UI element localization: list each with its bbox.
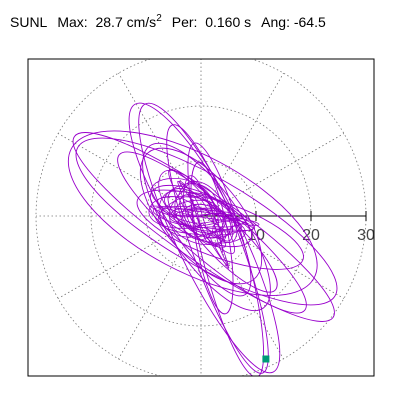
endpoint-marker xyxy=(262,355,270,363)
orbit-loop-6 xyxy=(166,124,269,374)
grid-spoke-10 xyxy=(200,215,284,360)
max-unit-exponent: 2 xyxy=(156,13,162,24)
orbit-core-tangle xyxy=(148,168,260,269)
orbit-loop-7 xyxy=(187,142,265,376)
grid-spoke-1 xyxy=(200,133,345,217)
period-value: 0.160 s xyxy=(205,14,252,30)
orbit-loop-8 xyxy=(128,102,252,297)
chart-header: SUNL Max: 28.7 cm/s2 Per: 0.160 s Ang: -64.… xyxy=(10,12,326,32)
max-unit: cm/s xyxy=(126,14,157,30)
angle-label: Ang: xyxy=(261,14,290,30)
grid-spoke-7 xyxy=(57,215,202,299)
radial-tick-label-2: 20 xyxy=(302,227,320,244)
grid-spoke-8 xyxy=(118,215,202,360)
station-name: SUNL xyxy=(10,14,48,30)
max-label: Max: xyxy=(57,14,88,30)
max-value: 28.7 xyxy=(95,14,123,30)
grid-spoke-5 xyxy=(57,133,202,217)
period-label: Per: xyxy=(171,14,198,30)
orbit-loop-11 xyxy=(136,189,304,270)
angle-value: -64.5 xyxy=(293,14,326,30)
orbit-loop-1 xyxy=(75,137,338,306)
radial-tick-label-3: 30 xyxy=(357,227,375,244)
endpoint-layer xyxy=(262,355,270,363)
orbit-loop-10 xyxy=(139,147,263,285)
grid-spoke-2 xyxy=(200,72,284,217)
plot-frame xyxy=(27,58,375,377)
orbit-loop-3 xyxy=(67,130,318,296)
orbit-loop-2 xyxy=(72,132,335,322)
grid-spoke-4 xyxy=(118,72,202,217)
orbit-traces xyxy=(67,102,338,376)
